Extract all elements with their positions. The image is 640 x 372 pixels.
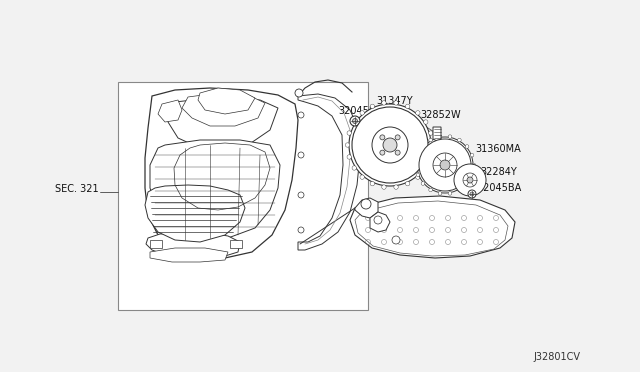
Circle shape <box>430 143 435 147</box>
Circle shape <box>347 131 351 135</box>
Circle shape <box>372 127 408 163</box>
Text: 32852W: 32852W <box>420 110 461 120</box>
Polygon shape <box>433 127 441 141</box>
Circle shape <box>429 188 433 192</box>
Circle shape <box>395 150 400 155</box>
Bar <box>230 240 242 248</box>
Circle shape <box>360 175 364 179</box>
Polygon shape <box>158 100 182 122</box>
Circle shape <box>346 143 349 147</box>
Circle shape <box>295 89 303 97</box>
Circle shape <box>448 135 452 138</box>
Text: 32045B: 32045B <box>338 106 376 116</box>
Circle shape <box>380 150 385 155</box>
Circle shape <box>415 163 418 167</box>
Circle shape <box>465 182 469 185</box>
Circle shape <box>470 192 474 196</box>
Circle shape <box>448 192 452 195</box>
Circle shape <box>298 112 304 118</box>
Circle shape <box>463 173 477 187</box>
Circle shape <box>438 135 442 138</box>
Circle shape <box>424 166 428 170</box>
Text: SEC. 321: SEC. 321 <box>55 184 99 194</box>
Circle shape <box>352 107 428 183</box>
Circle shape <box>374 216 382 224</box>
Polygon shape <box>145 88 298 258</box>
Circle shape <box>361 199 371 209</box>
Circle shape <box>392 236 400 244</box>
Circle shape <box>421 182 425 185</box>
Circle shape <box>380 135 385 140</box>
Circle shape <box>298 152 304 158</box>
Circle shape <box>470 173 474 177</box>
Polygon shape <box>350 196 515 258</box>
Polygon shape <box>145 185 245 242</box>
Polygon shape <box>182 93 265 126</box>
Polygon shape <box>146 232 240 258</box>
Circle shape <box>381 185 386 189</box>
Circle shape <box>298 227 304 233</box>
Text: 32045BA: 32045BA <box>477 183 521 193</box>
Circle shape <box>415 111 420 115</box>
Circle shape <box>440 160 450 170</box>
Polygon shape <box>150 140 280 238</box>
Circle shape <box>383 138 397 152</box>
Circle shape <box>454 164 486 196</box>
Text: 31360MA: 31360MA <box>475 144 521 154</box>
Circle shape <box>429 138 433 142</box>
Circle shape <box>424 120 428 124</box>
Circle shape <box>353 119 358 124</box>
Text: 32284Y: 32284Y <box>480 167 516 177</box>
Text: 31347Y: 31347Y <box>376 96 413 106</box>
Circle shape <box>349 104 431 186</box>
Circle shape <box>360 111 364 115</box>
Circle shape <box>370 182 374 186</box>
Circle shape <box>347 155 351 159</box>
Circle shape <box>465 145 469 148</box>
Circle shape <box>416 173 420 177</box>
Circle shape <box>394 101 398 105</box>
Bar <box>118 82 368 310</box>
Text: J32801CV: J32801CV <box>533 352 580 362</box>
Polygon shape <box>198 88 255 114</box>
Circle shape <box>470 153 474 157</box>
Circle shape <box>406 104 410 109</box>
Bar <box>150 240 162 248</box>
Circle shape <box>467 177 473 183</box>
Polygon shape <box>355 198 378 218</box>
Circle shape <box>421 145 425 148</box>
Circle shape <box>417 137 473 193</box>
Circle shape <box>429 131 433 135</box>
Polygon shape <box>370 212 390 232</box>
Circle shape <box>458 188 461 192</box>
Polygon shape <box>150 248 228 262</box>
Circle shape <box>298 192 304 198</box>
Circle shape <box>458 138 461 142</box>
Polygon shape <box>298 94 360 250</box>
Circle shape <box>352 120 356 124</box>
Circle shape <box>468 190 476 198</box>
Circle shape <box>381 101 386 105</box>
Circle shape <box>429 155 433 159</box>
Circle shape <box>433 153 457 177</box>
Circle shape <box>472 163 476 167</box>
Circle shape <box>438 192 442 195</box>
Polygon shape <box>168 97 278 150</box>
Circle shape <box>395 135 400 140</box>
Circle shape <box>415 175 420 179</box>
Circle shape <box>350 116 360 126</box>
Circle shape <box>370 104 374 109</box>
Circle shape <box>419 139 471 191</box>
Circle shape <box>394 185 398 189</box>
Circle shape <box>352 166 356 170</box>
Circle shape <box>416 153 420 157</box>
Circle shape <box>406 182 410 186</box>
